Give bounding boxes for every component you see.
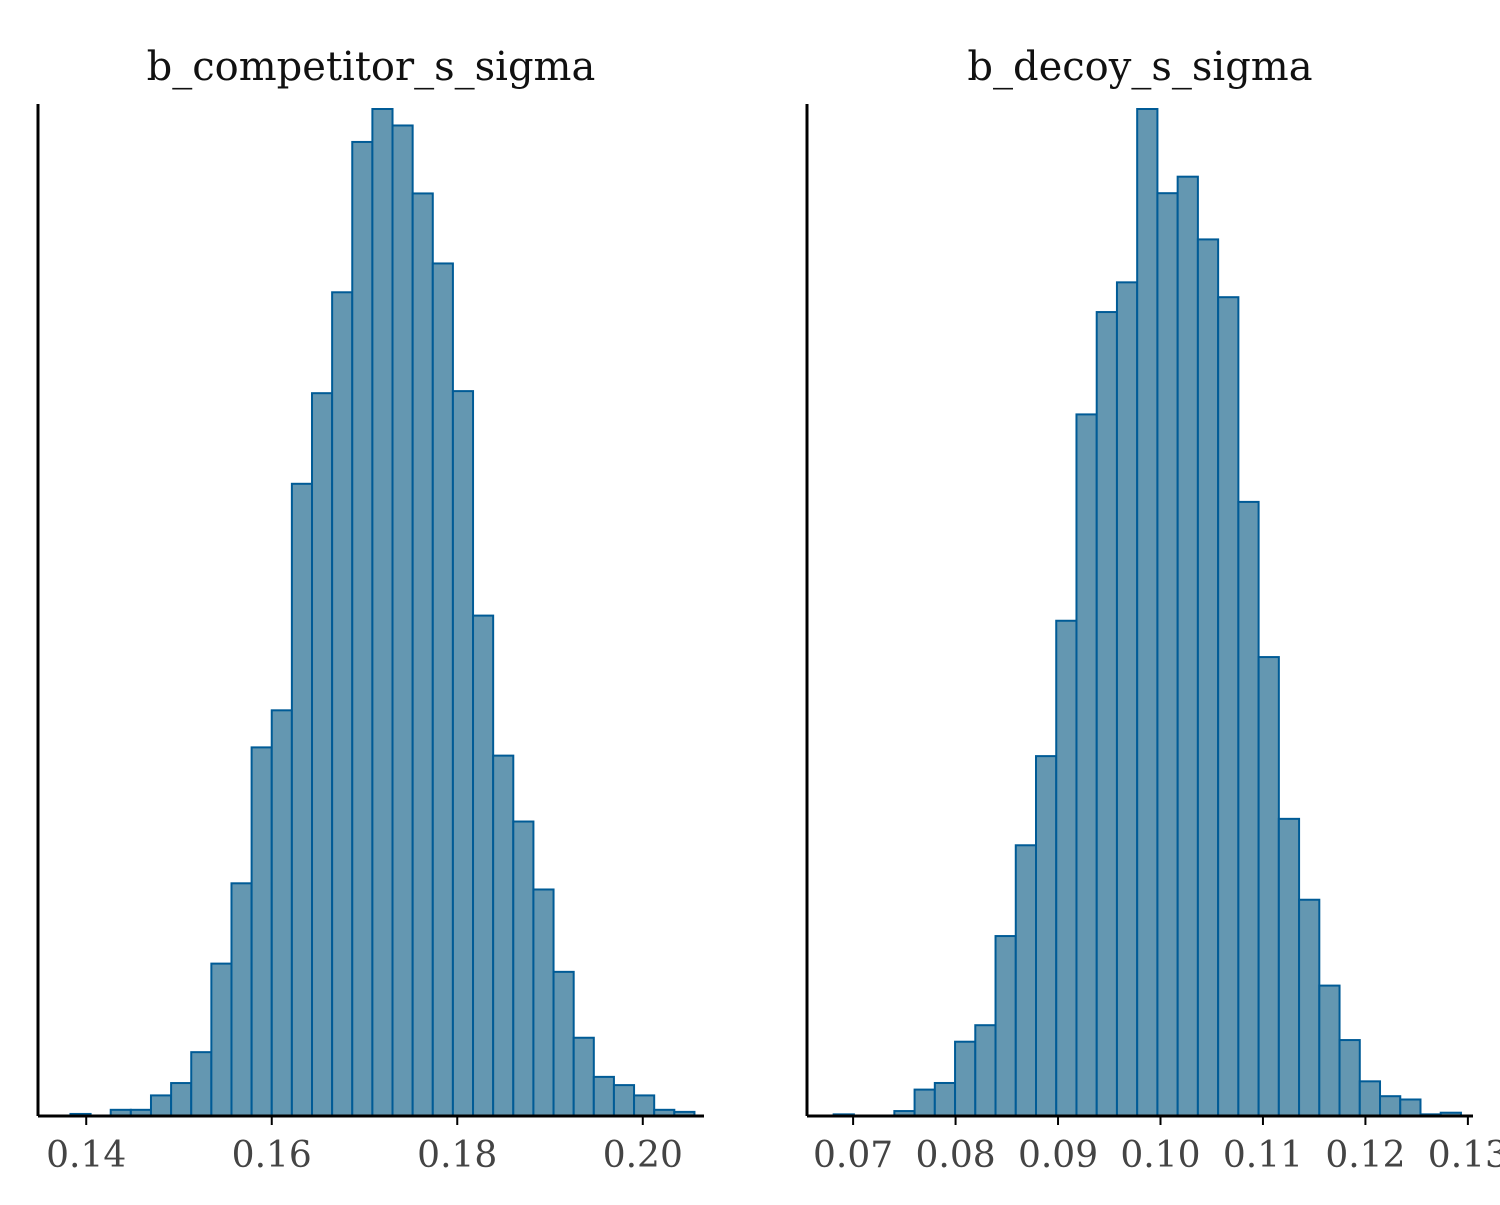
x-tick-label-competitor-3: 0.20 — [603, 1135, 683, 1176]
hist-bar-decoy-8 — [994, 935, 1017, 1117]
hist-bar-decoy-11 — [1055, 619, 1078, 1117]
hist-bar-decoy-6 — [954, 1040, 977, 1117]
hist-bar-decoy-21 — [1257, 656, 1280, 1117]
x-tick-label-decoy-2: 0.09 — [1018, 1135, 1098, 1176]
x-tick-label-decoy-0: 0.07 — [813, 1135, 893, 1176]
x-tick-label-competitor-0: 0.14 — [46, 1135, 126, 1176]
x-tick-label-competitor-1: 0.16 — [232, 1135, 312, 1176]
hist-bar-competitor-11 — [290, 482, 314, 1118]
hist-bar-decoy-4 — [913, 1088, 936, 1117]
hist-bar-decoy-9 — [1014, 844, 1038, 1118]
hist-bar-decoy-18 — [1196, 238, 1220, 1118]
x-tick-label-decoy-1: 0.08 — [915, 1135, 995, 1176]
hist-bar-decoy-23 — [1298, 898, 1321, 1117]
hist-bar-competitor-6 — [190, 1051, 213, 1118]
hist-bar-competitor-17 — [411, 192, 434, 1117]
hist-bar-competitor-4 — [149, 1094, 173, 1118]
hist-bar-competitor-8 — [230, 882, 253, 1117]
hist-bar-competitor-20 — [472, 614, 495, 1118]
x-tick-label-decoy-3: 0.10 — [1120, 1135, 1200, 1176]
hist-bar-decoy-7 — [974, 1024, 997, 1117]
x-tick-label-decoy-6: 0.13 — [1428, 1135, 1500, 1176]
hist-bar-competitor-25 — [572, 1036, 595, 1117]
hist-bar-competitor-5 — [170, 1082, 193, 1118]
hist-bar-competitor-14 — [351, 140, 374, 1117]
hist-bar-competitor-16 — [391, 124, 414, 1118]
hist-bar-decoy-26 — [1358, 1080, 1382, 1117]
hist-bar-decoy-16 — [1156, 192, 1179, 1117]
hist-bar-decoy-20 — [1237, 500, 1260, 1117]
panel-b-competitor-s-sigma: b_competitor_s_sigma 0.14 0.16 0.18 0.20 — [36, 44, 704, 1176]
hist-bar-competitor-18 — [431, 262, 454, 1117]
panel-title-decoy: b_decoy_s_sigma — [967, 44, 1312, 90]
x-tick-label-competitor-2: 0.18 — [417, 1135, 497, 1176]
hist-bar-competitor-19 — [451, 390, 475, 1117]
hist-bar-competitor-21 — [492, 754, 515, 1117]
x-tick-label-decoy-5: 0.12 — [1325, 1135, 1405, 1176]
hist-bar-decoy-19 — [1217, 296, 1240, 1117]
hist-bar-decoy-10 — [1035, 755, 1058, 1117]
hist-bar-competitor-28 — [633, 1094, 656, 1118]
hist-bar-competitor-26 — [592, 1075, 615, 1117]
panel-title-competitor: b_competitor_s_sigma — [147, 44, 596, 90]
hist-bar-competitor-23 — [532, 888, 555, 1117]
hist-bar-decoy-27 — [1379, 1095, 1402, 1117]
hist-bar-decoy-12 — [1075, 413, 1098, 1117]
hist-bar-competitor-13 — [331, 291, 354, 1117]
hist-bar-competitor-24 — [552, 970, 575, 1117]
hist-bar-competitor-7 — [210, 962, 233, 1117]
hist-bar-competitor-27 — [612, 1084, 636, 1117]
hist-bar-decoy-13 — [1095, 311, 1118, 1117]
hist-bar-competitor-10 — [270, 709, 293, 1117]
hist-bar-decoy-14 — [1115, 281, 1139, 1117]
hist-bar-decoy-25 — [1338, 1039, 1361, 1118]
hist-bar-decoy-22 — [1277, 817, 1301, 1117]
hist-bar-competitor-15 — [371, 108, 394, 1117]
hist-bar-competitor-22 — [512, 820, 535, 1118]
x-tick-label-decoy-4: 0.11 — [1223, 1135, 1303, 1176]
hist-bar-decoy-15 — [1136, 108, 1159, 1117]
hist-bar-decoy-17 — [1176, 175, 1199, 1117]
hist-bar-competitor-12 — [311, 392, 334, 1117]
hist-bar-decoy-28 — [1399, 1098, 1422, 1117]
hist-bar-decoy-24 — [1318, 984, 1341, 1118]
hist-bar-competitor-9 — [250, 746, 273, 1117]
panel-b-decoy-s-sigma: b_decoy_s_sigma 0.07 0.08 0.09 0.10 0.11 0.12… — [805, 44, 1500, 1176]
hist-bar-decoy-5 — [933, 1081, 957, 1117]
